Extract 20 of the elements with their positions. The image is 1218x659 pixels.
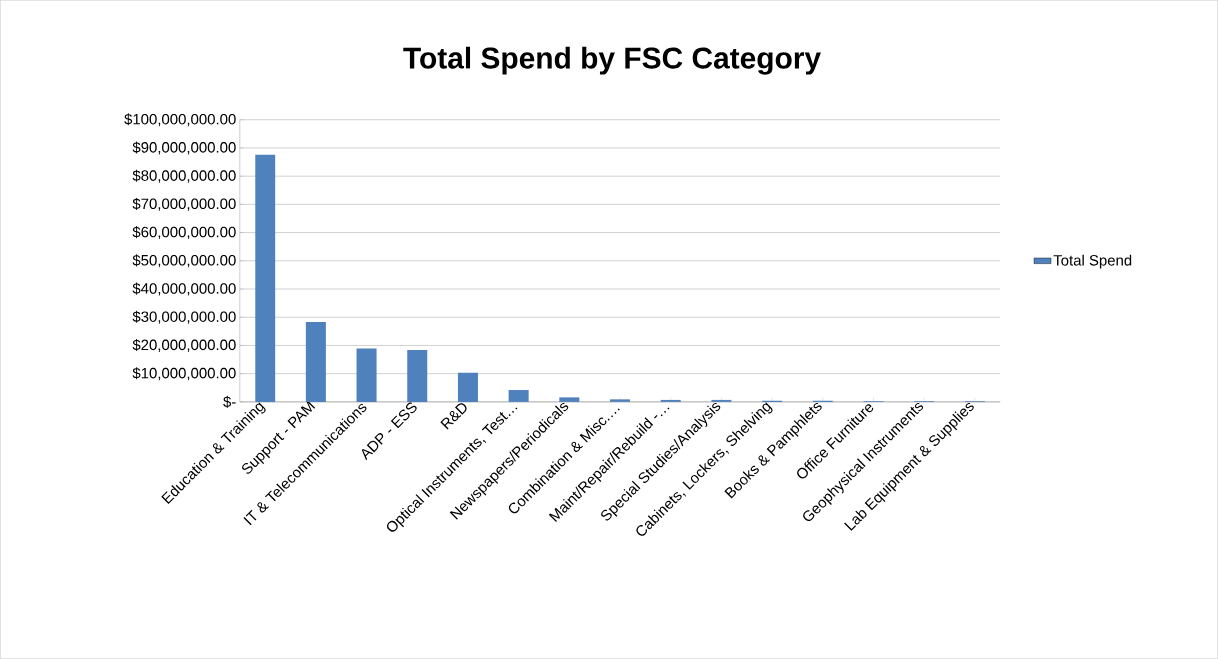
bar bbox=[255, 154, 276, 403]
y-tick-label: $100,000,000.00 bbox=[124, 113, 236, 127]
bar bbox=[356, 348, 377, 403]
bar bbox=[457, 372, 478, 403]
bar bbox=[407, 350, 428, 403]
bar bbox=[305, 322, 326, 403]
y-tick-label: $80,000,000.00 bbox=[132, 169, 236, 183]
chart-title: Total Spend by FSC Category bbox=[403, 46, 821, 75]
bar bbox=[559, 397, 580, 403]
y-tick-label: $30,000,000.00 bbox=[132, 310, 236, 324]
legend-label: Total Spend bbox=[1053, 254, 1132, 269]
y-tick-label: $90,000,000.00 bbox=[132, 141, 236, 155]
y-tick-label: $10,000,000.00 bbox=[132, 367, 236, 381]
y-tick-label: $20,000,000.00 bbox=[132, 339, 236, 353]
bar bbox=[508, 390, 529, 403]
y-tick-label: $40,000,000.00 bbox=[132, 282, 236, 296]
y-tick-label: $70,000,000.00 bbox=[132, 198, 236, 212]
bar bbox=[610, 399, 631, 403]
y-tick-label: $50,000,000.00 bbox=[132, 254, 236, 268]
y-tick-label: $60,000,000.00 bbox=[132, 226, 236, 240]
